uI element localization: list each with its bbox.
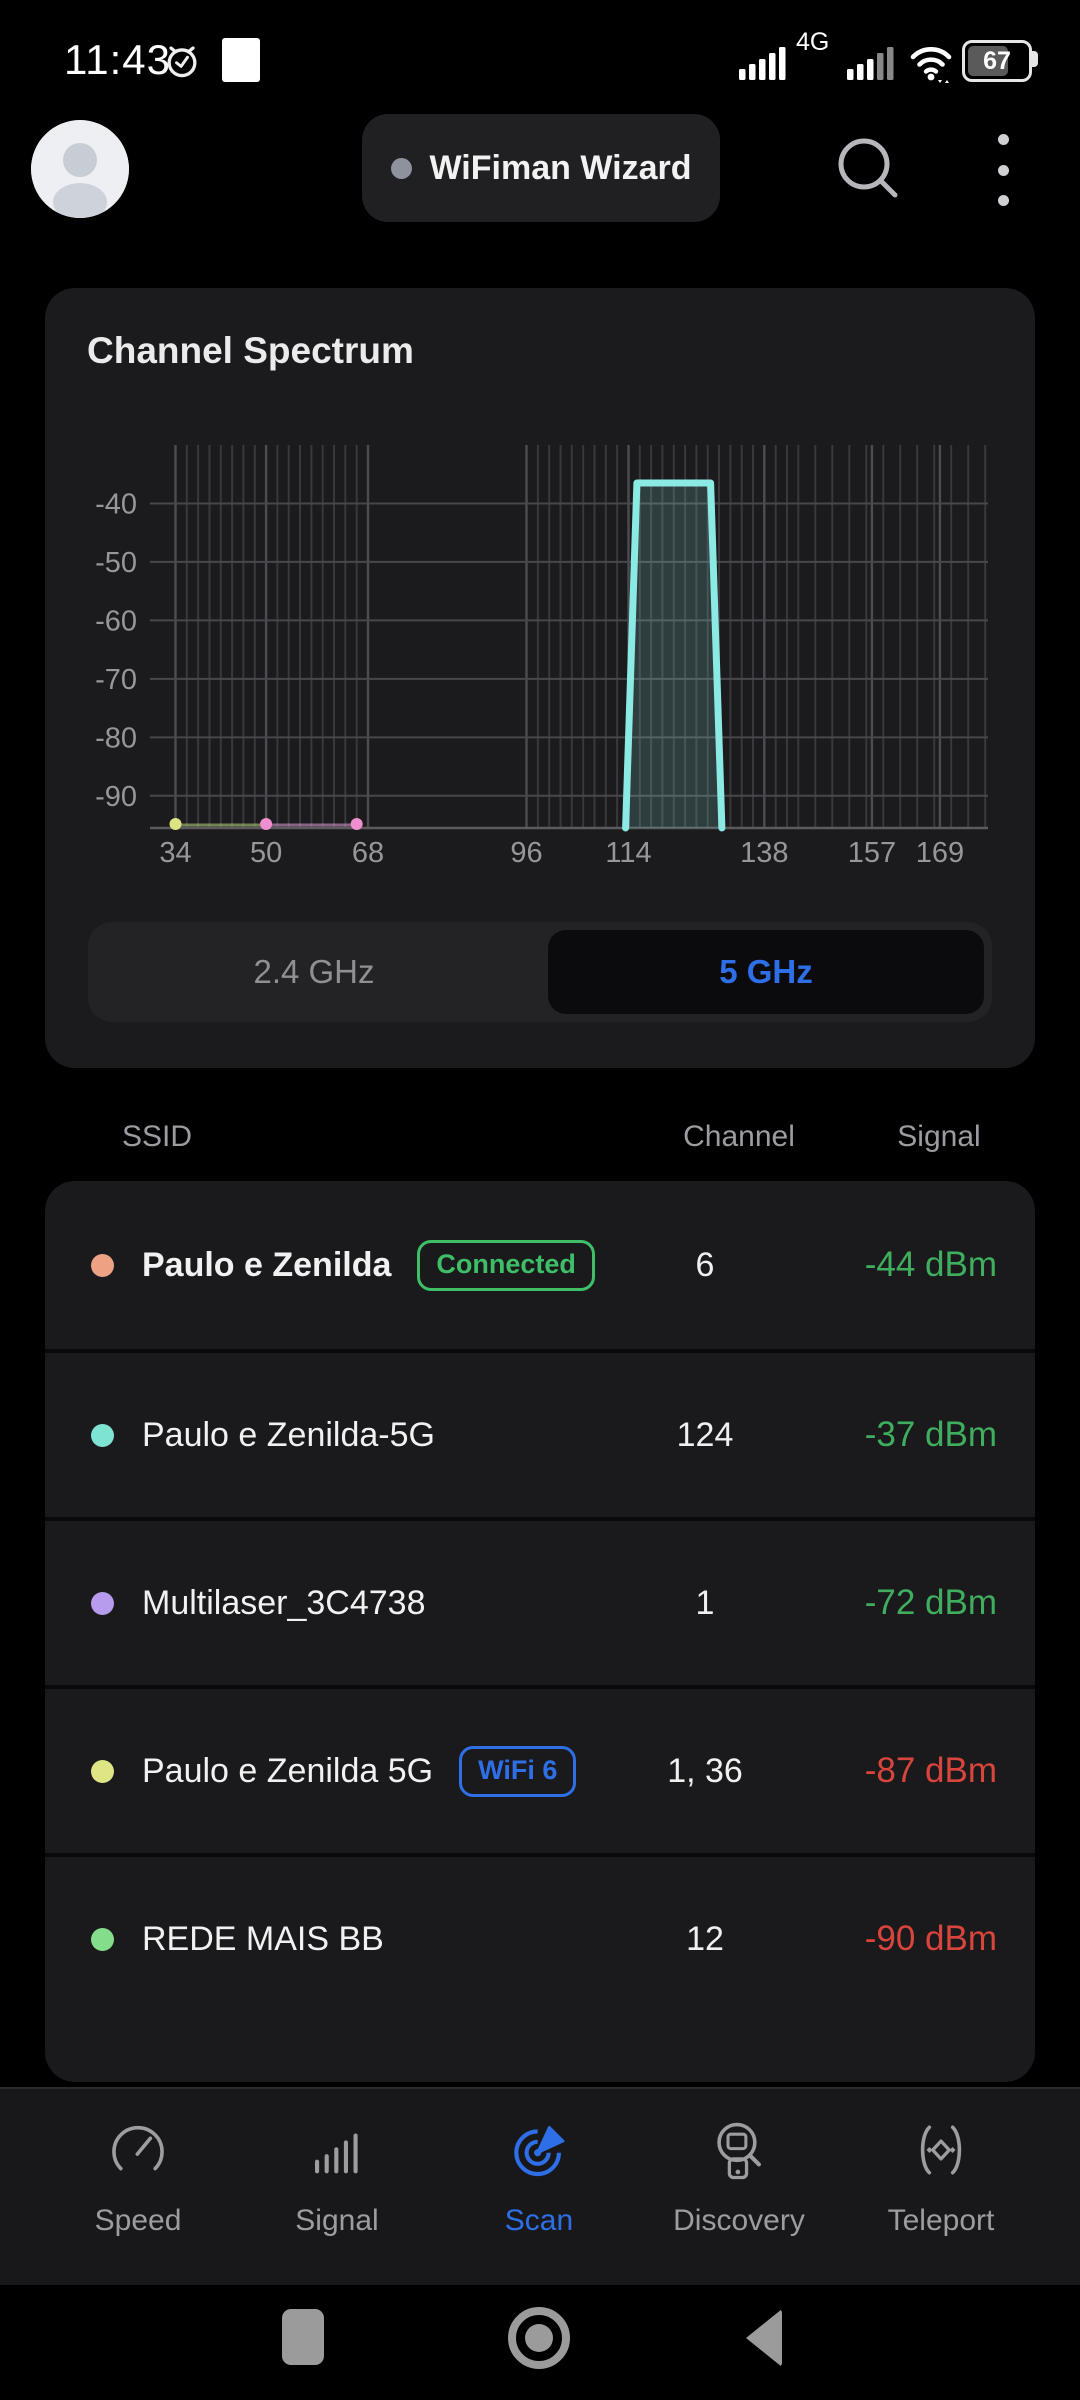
cellular-signal-secondary-icon: [846, 44, 898, 85]
nav-item-signal[interactable]: Signal: [247, 2117, 427, 2238]
recents-square-icon[interactable]: [282, 2309, 324, 2365]
channel-value: 6: [695, 1245, 715, 1284]
ssid-color-dot: [91, 1927, 114, 1951]
table-row[interactable]: REDE MAIS BB 12 -90 dBm: [45, 1853, 1035, 2021]
nav-label: Discovery: [673, 2204, 805, 2237]
svg-text:157: 157: [848, 837, 896, 869]
channel-value: 124: [676, 1415, 734, 1454]
svg-text:-90: -90: [95, 781, 137, 813]
battery-nub: [1032, 51, 1038, 67]
signal-value: -87 dBm: [864, 1751, 997, 1790]
wifi6-badge: WiFi 6: [459, 1745, 577, 1797]
column-header-ssid: SSID: [122, 1120, 193, 1153]
table-row[interactable]: Multilaser_3C4738 1 -72 dBm: [45, 1517, 1035, 1685]
svg-text:169: 169: [916, 837, 964, 869]
band-5ghz-button[interactable]: 5 GHz: [548, 930, 984, 1014]
radar-icon: [506, 2117, 572, 2188]
svg-text:96: 96: [510, 837, 542, 869]
nav-label: Signal: [295, 2204, 379, 2237]
notification-square-icon: [222, 38, 260, 82]
svg-text:-70: -70: [95, 664, 137, 696]
wifi-icon: [906, 40, 956, 89]
svg-text:-50: -50: [95, 547, 137, 579]
app-title: WiFiman Wizard: [429, 148, 692, 187]
svg-text:-60: -60: [95, 605, 137, 637]
avatar[interactable]: [31, 120, 129, 218]
back-triangle-icon[interactable]: [746, 2309, 782, 2367]
nav-label: Scan: [504, 2204, 574, 2237]
network-list: Paulo e Zenilda Connected 6 -44 dBm Paulo…: [45, 1181, 1035, 2082]
battery-level-fill: [968, 46, 1008, 76]
search-button[interactable]: [830, 130, 910, 210]
ssid-color-dot: [91, 1759, 114, 1783]
signal-value: -44 dBm: [864, 1245, 997, 1284]
svg-text:50: 50: [250, 837, 282, 869]
ssid-label: Multilaser_3C4738: [142, 1583, 426, 1622]
channel-value: 1: [695, 1583, 715, 1622]
clock-text: 11:43: [64, 36, 171, 83]
app-title-pill[interactable]: WiFiman Wizard: [362, 114, 720, 222]
ssid-label: Paulo e Zenilda-5G: [142, 1415, 435, 1454]
home-circle-icon[interactable]: [508, 2307, 570, 2369]
nav-item-scan[interactable]: Scan: [449, 2117, 629, 2238]
status-dot: [390, 157, 412, 179]
svg-text:-80: -80: [95, 722, 137, 754]
column-header-channel: Channel: [683, 1120, 795, 1153]
bottom-navigation: Speed Signal Scan Discovery Telep: [0, 2087, 1080, 2287]
table-header: SSID Channel Signal: [45, 1108, 1035, 1172]
ssid-color-dot: [91, 1253, 114, 1277]
connected-badge: Connected: [417, 1239, 595, 1291]
nav-label: Teleport: [887, 2204, 995, 2237]
ssid-label: REDE MAIS BB: [142, 1919, 384, 1958]
nav-item-discovery[interactable]: Discovery: [649, 2117, 829, 2238]
network-type-badge: 4G: [796, 28, 830, 56]
ssid-color-dot: [91, 1423, 114, 1447]
alarm-icon: [160, 38, 204, 87]
teleport-icon: [908, 2117, 974, 2188]
card-title: Channel Spectrum: [87, 330, 414, 371]
table-row[interactable]: Paulo e Zenilda Connected 6 -44 dBm: [45, 1181, 1035, 1349]
channel-value: 12: [686, 1919, 724, 1958]
channel-value: 1, 36: [667, 1751, 743, 1790]
svg-text:68: 68: [352, 837, 384, 869]
nav-item-teleport[interactable]: Teleport: [851, 2117, 1031, 2238]
ssid-color-dot: [91, 1591, 114, 1615]
speedometer-icon: [105, 2117, 171, 2188]
signal-value: -90 dBm: [864, 1919, 997, 1958]
band-2-4ghz-button[interactable]: 2.4 GHz: [253, 953, 375, 990]
svg-text:-40: -40: [95, 489, 137, 521]
nav-item-speed[interactable]: Speed: [48, 2117, 228, 2238]
svg-text:114: 114: [605, 837, 651, 869]
table-row[interactable]: Paulo e Zenilda 5G WiFi 6 1, 36 -87 dBm: [45, 1685, 1035, 1853]
ssid-label: Paulo e Zenilda: [142, 1245, 392, 1284]
cellular-signal-icon: [738, 44, 790, 85]
search-icon: [838, 138, 898, 198]
column-header-signal: Signal: [897, 1120, 981, 1153]
android-navigation-bar: [0, 2285, 1080, 2400]
svg-text:138: 138: [740, 837, 788, 869]
table-row[interactable]: Paulo e Zenilda-5G 124 -37 dBm: [45, 1349, 1035, 1517]
svg-text:34: 34: [159, 837, 191, 869]
signal-bars-icon: [304, 2117, 370, 2188]
ssid-label: Paulo e Zenilda 5G: [142, 1751, 434, 1790]
signal-value: -72 dBm: [864, 1583, 997, 1622]
device-search-icon: [706, 2117, 772, 2188]
nav-label: Speed: [94, 2204, 182, 2237]
band-toggle: 2.4 GHz 5 GHz: [88, 922, 992, 1022]
battery-percent-text: 67: [983, 46, 1011, 75]
channel-spectrum-chart: -40 -50 -60 -70 -80 -90 34 50 68 96 114 138 157 169: [95, 445, 988, 869]
channel-spectrum-card: Channel Spectrum -40 -50 -60 -70 -80 -90 34 50 6…: [45, 288, 1035, 1068]
signal-value: -37 dBm: [864, 1415, 997, 1454]
battery-icon: 67: [962, 40, 1032, 82]
status-bar: 11:43 4G: [0, 0, 1080, 100]
kebab-menu-icon[interactable]: [975, 128, 1031, 212]
